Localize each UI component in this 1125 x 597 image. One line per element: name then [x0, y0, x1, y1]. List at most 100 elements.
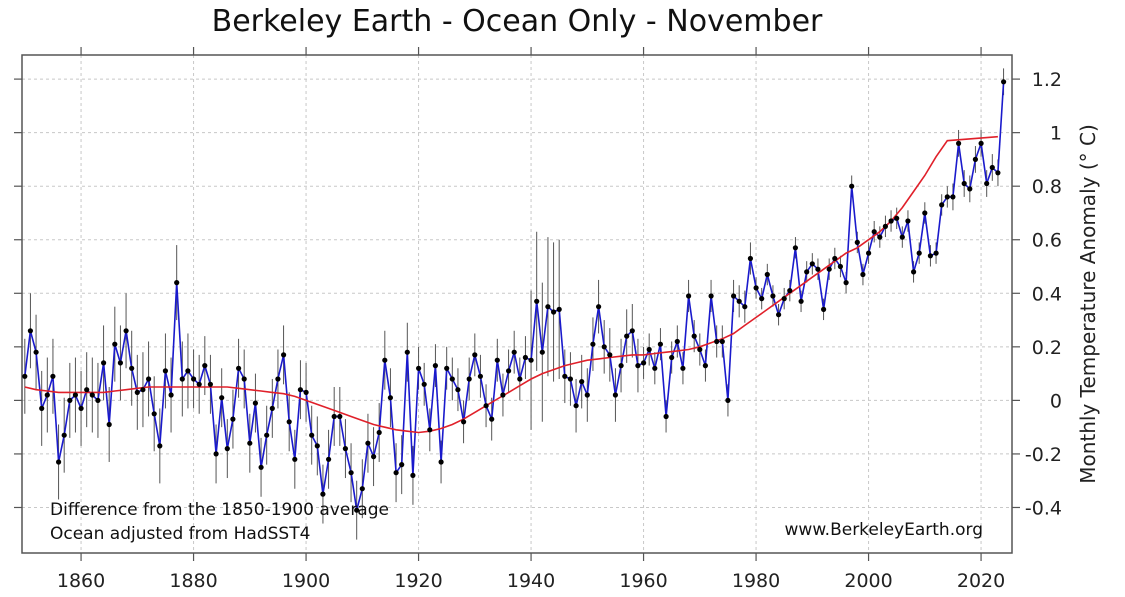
data-point [725, 397, 731, 403]
data-point [134, 389, 140, 395]
data-point [95, 397, 101, 403]
data-point [860, 271, 866, 278]
data-point [72, 392, 78, 398]
data-point [967, 186, 973, 192]
data-point [843, 280, 849, 286]
y-tick-label: 0.8 [1032, 176, 1062, 198]
data-point [438, 459, 444, 465]
data-point [821, 306, 827, 312]
data-point [809, 261, 815, 267]
data-point [646, 346, 652, 353]
data-point [956, 140, 962, 146]
data-point [826, 266, 832, 272]
data-point [601, 344, 607, 350]
data-point [776, 312, 782, 318]
data-point [894, 215, 900, 221]
data-point [483, 403, 489, 409]
data-point [157, 443, 163, 449]
data-point [354, 507, 360, 513]
data-point [404, 349, 410, 355]
data-point [399, 462, 405, 468]
data-point [162, 368, 168, 374]
data-point [562, 373, 568, 379]
data-point [747, 255, 754, 262]
data-point [106, 421, 112, 428]
data-point [950, 194, 956, 200]
data-point [663, 413, 669, 420]
smoothed-line [24, 135, 998, 434]
x-tick-label: 1980 [732, 570, 780, 592]
data-point [506, 368, 512, 374]
data-point [56, 459, 62, 465]
data-point [551, 309, 557, 315]
data-point [832, 255, 838, 262]
data-point [804, 269, 810, 275]
data-point [787, 288, 793, 294]
baseline-note: Difference from the 1850-1900 average [50, 500, 389, 520]
data-point [472, 352, 478, 358]
data-point [641, 360, 647, 366]
data-point [44, 392, 50, 398]
x-tick-label: 1900 [282, 570, 330, 592]
data-point [219, 395, 225, 401]
data-point [123, 328, 129, 334]
data-point [365, 440, 371, 446]
y-tick-label: -0.2 [1025, 444, 1062, 466]
error-bars [24, 68, 1005, 540]
data-point [781, 296, 787, 302]
data-point [449, 376, 455, 382]
data-point [326, 456, 332, 462]
data-point [517, 376, 523, 382]
data-point [101, 360, 107, 366]
data-point [680, 365, 686, 371]
data-point [888, 218, 894, 224]
data-point [933, 250, 939, 256]
data-point [297, 387, 303, 393]
data-point [708, 293, 714, 299]
data-point [652, 365, 658, 371]
data-point [596, 304, 602, 310]
data-point [528, 357, 534, 363]
y-tick-label: 0.6 [1032, 230, 1062, 252]
data-point [50, 373, 56, 379]
data-point [252, 400, 258, 406]
data-point [382, 357, 388, 363]
data-point [742, 304, 748, 310]
data-point [27, 328, 33, 334]
data-point [866, 250, 872, 256]
data-point [421, 381, 427, 387]
data-point [911, 269, 917, 275]
data-point [674, 338, 680, 345]
data-point [342, 446, 348, 452]
data-point [1001, 79, 1007, 85]
data-point [922, 210, 928, 216]
data-point [753, 285, 759, 291]
data-point [978, 140, 984, 146]
data-point [854, 239, 860, 245]
data-point [146, 376, 152, 382]
data-point [432, 363, 438, 369]
data-point [579, 379, 585, 385]
data-point [348, 470, 354, 476]
data-point [275, 376, 281, 382]
axis-ticks: 1860 1880 1900 1920 1940 1960 1980 2000 2020 -0.4… [14, 47, 1062, 592]
data-point [466, 376, 472, 382]
x-tick-label: 2000 [844, 570, 892, 592]
data-point [961, 180, 967, 187]
data-point [939, 202, 945, 208]
data-point [320, 491, 326, 497]
data-point [607, 352, 613, 358]
data-point [522, 354, 529, 361]
data-point [416, 365, 422, 371]
y-tick-label: 0 [1050, 390, 1062, 412]
data-point [736, 298, 742, 304]
data-point [371, 454, 377, 460]
data-point [247, 440, 253, 446]
y-tick-label: 1.2 [1032, 69, 1062, 91]
data-point [230, 416, 236, 422]
data-point [849, 183, 855, 189]
data-point [89, 392, 95, 398]
x-tick-label: 2020 [957, 570, 1005, 592]
chart-title: Berkeley Earth - Ocean Only - November [212, 4, 823, 39]
